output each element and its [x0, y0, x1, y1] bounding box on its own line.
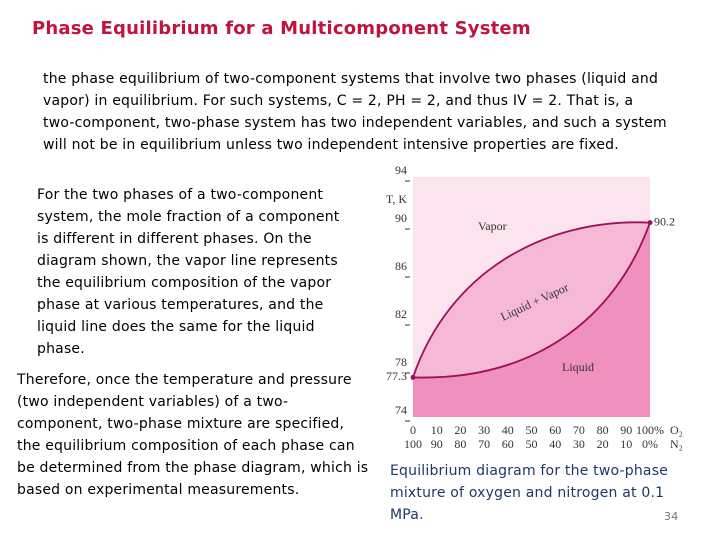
paragraph: For the two phases of a two-component sy…: [37, 187, 340, 357]
n2-tick-label: 80: [454, 437, 466, 451]
o2-tick-label: 40: [502, 423, 514, 437]
y-tick-label: 90: [395, 211, 407, 225]
vapor-line: [412, 221, 651, 378]
liquid-line: [412, 222, 651, 379]
region-label: Liquid: [562, 360, 594, 374]
slide-title: Phase Equilibrium for a Multicomponent S…: [32, 18, 531, 39]
paragraph: Therefore, once the temperature and pres…: [17, 372, 369, 498]
y-tick-label: 94: [395, 163, 407, 177]
liquid-region: [413, 222, 650, 417]
o2-boiling-point: [647, 220, 653, 226]
caption: Equilibrium diagram for the two-phase mi…: [390, 463, 669, 523]
n2-tick-label: 20: [597, 437, 609, 451]
o2-tick-label: 60: [549, 423, 561, 437]
n2-tick-label: 100: [404, 437, 422, 451]
n2-axis-label: N₂: [670, 437, 683, 451]
n2-tick-label: 10: [620, 437, 632, 451]
o2-tick-label: 100%: [636, 423, 664, 437]
n2-tick-label: 90: [431, 437, 443, 451]
o2-tick-label: 30: [478, 423, 490, 437]
two-phase-region: [413, 222, 650, 378]
page-number: 34: [664, 510, 679, 523]
n2-boiling-point: [410, 374, 416, 380]
y-tick-label: 86: [395, 259, 407, 273]
n2-tick-label: 0%: [642, 437, 658, 451]
y-tick-label: 82: [395, 307, 407, 321]
y-axis-label: T, K: [386, 192, 407, 206]
o2-tick-label: 50: [526, 423, 538, 437]
n2-tick-label: 30: [573, 437, 585, 451]
point-label: 77.3: [386, 369, 407, 383]
o2-tick-label: 70: [573, 423, 585, 437]
region-label: Vapor: [478, 219, 507, 233]
point-label: 90.2: [654, 214, 675, 228]
o2-tick-label: 0: [410, 423, 416, 437]
y-tick-label: 74: [395, 403, 407, 417]
y-tick-label: 78: [395, 355, 407, 369]
paragraph: the phase equilibrium of two-component s…: [43, 71, 667, 153]
o2-tick-label: 80: [597, 423, 609, 437]
o2-axis-label: O₂: [670, 423, 683, 437]
o2-tick-label: 10: [431, 423, 443, 437]
o2-tick-label: 20: [454, 423, 466, 437]
n2-tick-label: 60: [502, 437, 514, 451]
n2-tick-label: 50: [526, 437, 538, 451]
o2-tick-label: 90: [620, 423, 632, 437]
n2-tick-label: 40: [549, 437, 561, 451]
n2-tick-label: 70: [478, 437, 490, 451]
